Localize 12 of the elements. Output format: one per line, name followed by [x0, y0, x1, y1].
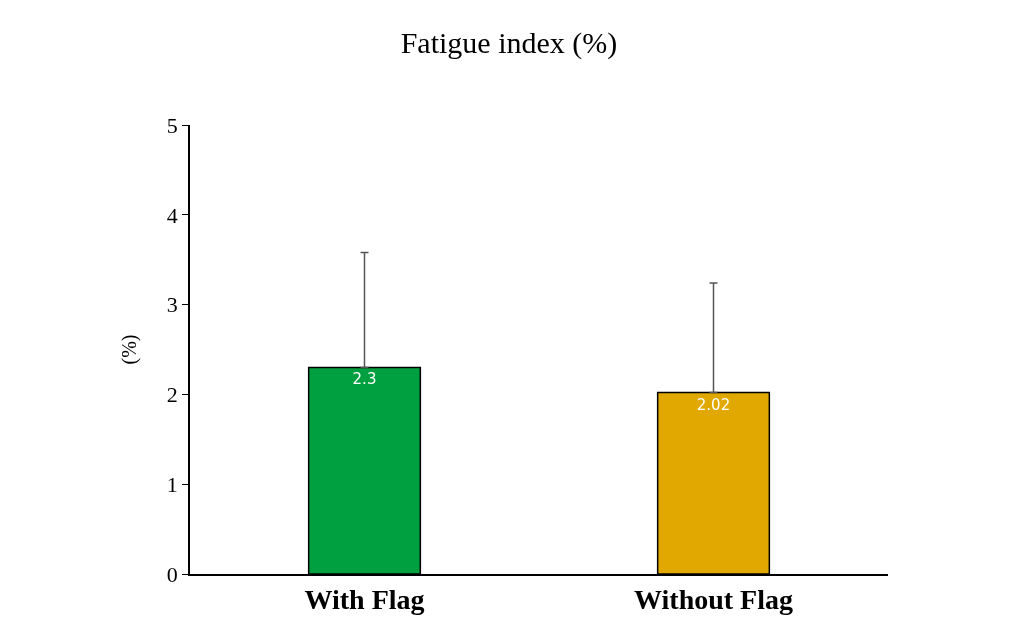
y-tick-label: 4 — [166, 202, 178, 228]
x-tick-label: With Flag — [304, 584, 425, 616]
y-tick-label: 3 — [166, 292, 178, 318]
data-label: 2.02 — [696, 395, 731, 414]
x-tick-label: Without Flag — [634, 584, 793, 616]
data-label: 2.3 — [352, 370, 377, 389]
y-tick-label: 2 — [166, 382, 178, 408]
y-tick-label: 5 — [166, 112, 178, 138]
y-tick-label: 0 — [166, 561, 178, 587]
y-tick-label: 1 — [166, 471, 178, 497]
chart-title: Fatigue index (%) — [400, 25, 618, 60]
y-axis-title: (%) — [117, 334, 141, 365]
